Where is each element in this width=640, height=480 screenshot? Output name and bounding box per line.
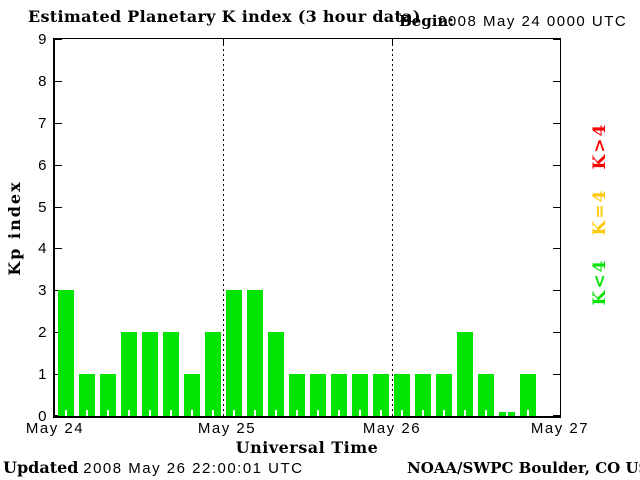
y-tick-label: 7	[38, 114, 48, 132]
slot-tick-notch	[85, 410, 88, 416]
kp-bar	[352, 374, 369, 416]
kp-bar	[78, 374, 95, 416]
y-axis-title: Kp index	[5, 180, 24, 276]
slot-tick-notch	[295, 410, 298, 416]
kp-bar	[310, 374, 327, 416]
y-axis-tick	[553, 332, 560, 333]
legend-item-k4: K=4	[590, 188, 610, 236]
kp-bar	[162, 332, 179, 416]
slot-tick-notch	[506, 410, 509, 416]
slot-tick-notch	[422, 410, 425, 416]
y-axis-tick	[55, 81, 62, 82]
kp-bar	[246, 290, 263, 416]
kp-bar	[457, 332, 474, 416]
y-tick-label: 5	[38, 198, 48, 216]
kp-bar	[141, 332, 158, 416]
y-tick-label: 6	[38, 156, 48, 174]
chart-title: Estimated Planetary K index (3 hour data…	[28, 7, 421, 26]
slot-tick-notch	[64, 410, 67, 416]
updated-value: 2008 May 26 22:00:01 UTC	[83, 460, 304, 477]
slot-tick-notch	[317, 410, 320, 416]
y-axis-tick	[55, 39, 62, 40]
slot-tick-notch	[232, 410, 235, 416]
kp-bar	[288, 374, 305, 416]
legend-item-k4: K<4	[590, 258, 610, 306]
kp-bar	[394, 374, 411, 416]
x-axis-title: Universal Time	[235, 438, 379, 457]
kp-bar	[120, 332, 137, 416]
legend-item-k4: K>4	[590, 122, 610, 170]
y-axis-tick	[553, 248, 560, 249]
begin-value: 2008 May 24 0000 UTC	[438, 13, 628, 30]
slot-tick-notch	[338, 410, 341, 416]
day-divider-line	[392, 39, 393, 416]
y-axis-tick	[553, 374, 560, 375]
y-axis-tick	[553, 290, 560, 291]
y-axis-tick	[553, 123, 560, 124]
y-tick-label: 0	[38, 408, 48, 425]
y-tick-label: 1	[38, 366, 48, 384]
slot-tick-notch	[127, 410, 130, 416]
slot-tick-notch	[359, 410, 362, 416]
y-axis-tick	[553, 207, 560, 208]
slot-tick-notch	[485, 410, 488, 416]
slot-tick-notch	[211, 410, 214, 416]
y-axis-tick	[55, 207, 62, 208]
x-tick-label: May 25	[197, 420, 257, 437]
slot-tick-notch	[190, 410, 193, 416]
slot-tick-notch	[464, 410, 467, 416]
day-divider-line	[223, 39, 224, 416]
kp-bar	[331, 374, 348, 416]
begin-label: Begin:	[399, 12, 454, 30]
credit-text: NOAA/SWPC Boulder, CO USA	[407, 459, 640, 477]
slot-tick-notch	[548, 410, 551, 416]
updated-label: Updated	[3, 458, 79, 477]
day-top-tick	[223, 39, 224, 45]
slot-tick-notch	[253, 410, 256, 416]
kp-bar	[436, 374, 453, 416]
y-axis-tick	[553, 81, 560, 82]
kp-bar	[204, 332, 221, 416]
y-axis-tick	[553, 165, 560, 166]
slot-tick-notch	[148, 410, 151, 416]
y-axis-tick	[553, 39, 560, 40]
x-tick-label: May 24	[25, 420, 85, 437]
y-tick-label: 2	[38, 324, 48, 342]
y-axis-tick	[553, 415, 560, 416]
slot-tick-notch	[106, 410, 109, 416]
updated-timestamp: Updated 2008 May 26 22:00:01 UTC	[3, 458, 304, 477]
y-tick-label: 4	[38, 240, 48, 258]
slot-tick-notch	[401, 410, 404, 416]
kp-bar	[267, 332, 284, 416]
kp-bar	[415, 374, 432, 416]
slot-tick-notch	[527, 410, 530, 416]
y-axis-tick	[55, 165, 62, 166]
x-tick-label: May 26	[362, 420, 422, 437]
x-tick-label: May 27	[530, 420, 590, 437]
kp-bar	[225, 290, 242, 416]
y-tick-label: 8	[38, 72, 48, 90]
kp-bar	[183, 374, 200, 416]
slot-tick-notch	[274, 410, 277, 416]
slot-tick-notch	[380, 410, 383, 416]
y-axis-tick	[55, 248, 62, 249]
slot-tick-notch	[443, 410, 446, 416]
kp-bar	[99, 374, 116, 416]
y-axis-tick	[55, 123, 62, 124]
day-top-tick	[392, 39, 393, 45]
kp-bar	[478, 374, 495, 416]
kp-bar	[520, 374, 537, 416]
y-tick-label: 3	[38, 282, 48, 300]
kp-bar	[57, 290, 74, 416]
slot-tick-notch	[169, 410, 172, 416]
kp-bar	[373, 374, 390, 416]
y-tick-label: 9	[38, 31, 48, 48]
plot-area	[53, 38, 561, 418]
